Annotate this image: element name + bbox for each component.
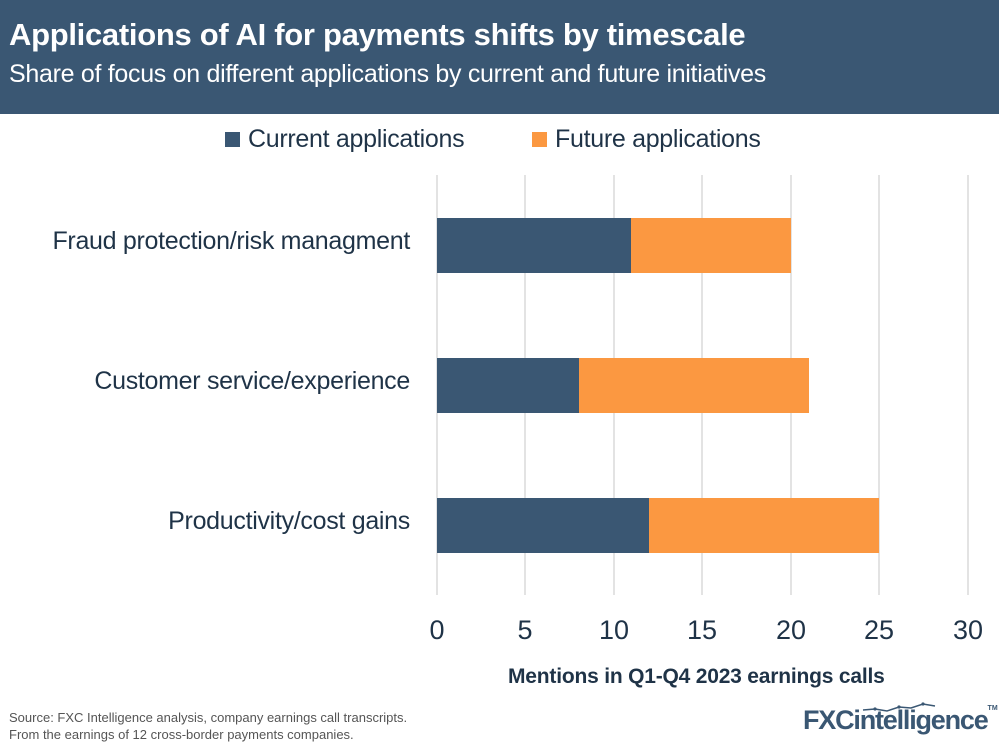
chart-header: Applications of AI for payments shifts b… — [0, 0, 999, 114]
source-line-1: Source: FXC Intelligence analysis, compa… — [9, 710, 408, 725]
gridline-25 — [878, 175, 880, 595]
bar-productivity-current — [437, 498, 649, 553]
bar-fraud-current — [437, 218, 631, 273]
x-tick-label: 25 — [863, 615, 895, 645]
chart-title: Applications of AI for payments shifts b… — [9, 17, 746, 52]
category-label-fraud: Fraud protection/risk managment — [52, 227, 410, 255]
bar-customer-current — [437, 358, 579, 413]
category-label-productivity: Productivity/cost gains — [168, 507, 410, 535]
x-tick-label: 30 — [952, 615, 984, 645]
fxc-intelligence-logo: FXCintelligenceTM — [803, 702, 998, 736]
legend-swatch-current — [225, 132, 240, 147]
logo-sparkline-icon — [862, 702, 936, 712]
x-tick-label: 10 — [598, 615, 630, 645]
x-tick-label: 0 — [429, 615, 445, 645]
plot-area: Fraud protection/risk managment Customer… — [52, 175, 984, 688]
gridline-30 — [967, 175, 969, 595]
x-tick-label: 20 — [775, 615, 807, 645]
source-line-2: From the earnings of 12 cross-border pay… — [9, 727, 354, 742]
chart-subtitle: Share of focus on different applications… — [9, 60, 766, 88]
legend-item-current: Current applications — [225, 125, 465, 154]
bar-fraud-future — [631, 218, 791, 273]
logo-text: FXCintelligence — [803, 705, 989, 735]
bar-productivity-future — [649, 498, 879, 553]
legend-label-future: Future applications — [555, 125, 761, 153]
legend: Current applications Future applications — [0, 125, 999, 159]
x-tick-label: 15 — [686, 615, 718, 645]
logo-trademark: TM — [987, 705, 998, 712]
source-note: Source: FXC Intelligence analysis, compa… — [9, 709, 407, 743]
bar-customer-future — [579, 358, 809, 413]
legend-swatch-future — [532, 132, 547, 147]
x-tick-label: 5 — [517, 615, 533, 645]
category-label-customer: Customer service/experience — [94, 367, 410, 395]
legend-label-current: Current applications — [248, 125, 465, 153]
x-axis-title: Mentions in Q1-Q4 2023 earnings calls — [508, 665, 885, 688]
legend-item-future: Future applications — [532, 125, 761, 154]
